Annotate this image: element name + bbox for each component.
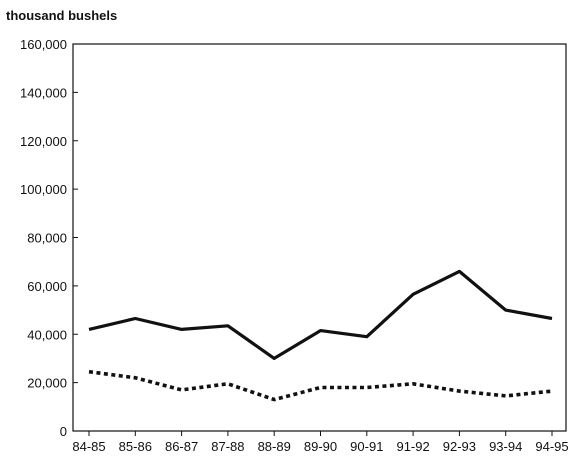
y-tick-label: 100,000 — [20, 182, 67, 197]
x-tick-label: 91-92 — [396, 439, 429, 454]
series-line-dotted — [88, 369, 553, 402]
x-tick-label: 87-88 — [211, 439, 244, 454]
y-tick-label: 120,000 — [20, 134, 67, 149]
x-tick-label: 85-86 — [119, 439, 152, 454]
y-tick-label: 20,000 — [27, 376, 67, 391]
axes — [72, 43, 567, 436]
y-tick-label: 60,000 — [27, 279, 67, 294]
x-tick-label: 90-91 — [350, 439, 383, 454]
tick-labels: 0 20,000 40,000 60,000 80,000 100,000 120,000 1… — [20, 37, 569, 454]
x-tick-label: 88-89 — [258, 439, 291, 454]
y-tick-label: 140,000 — [20, 85, 67, 100]
x-tick-label: 94-95 — [535, 439, 568, 454]
x-tick-label: 93-94 — [489, 439, 522, 454]
y-tick-label: 160,000 — [20, 37, 67, 52]
y-tick-label: 80,000 — [27, 231, 67, 246]
x-tick-label: 84-85 — [72, 439, 105, 454]
y-tick-label: 40,000 — [27, 327, 67, 342]
plot-frame — [72, 43, 567, 432]
x-tick-label: 92-93 — [443, 439, 476, 454]
x-tick-label: 86-87 — [165, 439, 198, 454]
series-lines — [88, 269, 553, 402]
y-axis-unit-label: thousand bushels — [6, 8, 117, 23]
x-tick-label: 89-90 — [304, 439, 337, 454]
series-line-solid — [88, 269, 553, 360]
y-tick-label: 0 — [60, 424, 67, 439]
